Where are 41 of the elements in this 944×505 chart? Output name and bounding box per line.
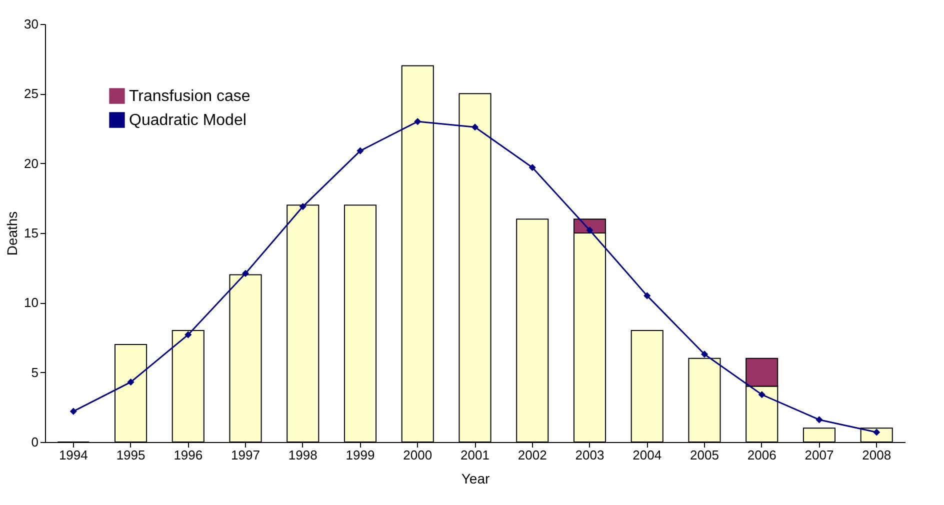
x-tick-label: 2007 — [804, 448, 834, 462]
point — [644, 292, 651, 300]
point — [471, 124, 479, 131]
x-tick-label: 1997 — [231, 448, 260, 462]
x-tick-label: 1995 — [116, 448, 146, 462]
point — [758, 391, 766, 398]
point — [816, 416, 823, 424]
point — [586, 226, 594, 234]
point — [242, 270, 250, 277]
x-tick-label: 2000 — [403, 448, 432, 462]
y-tick-label: 0 — [31, 434, 38, 450]
y-axis-title: Deaths — [4, 211, 20, 256]
y-tick-label: 10 — [24, 295, 38, 310]
point — [70, 408, 77, 415]
y-tick-label: 20 — [24, 156, 38, 171]
x-tick-label: 2005 — [690, 448, 719, 462]
x-tick-label: 2006 — [747, 448, 776, 462]
x-tick-label: 1998 — [288, 448, 318, 462]
legend-label: Quadratic Model — [129, 112, 246, 129]
x-tick-label: 2002 — [518, 448, 547, 462]
point — [873, 428, 880, 436]
point — [356, 147, 364, 154]
y-tick-label: 25 — [24, 86, 38, 102]
legend-label: Transfusion case — [129, 88, 250, 105]
y-tick-label: 30 — [24, 16, 38, 32]
point — [184, 331, 192, 338]
x-tick-label: 2004 — [632, 448, 662, 462]
x-tick-label: 1996 — [174, 448, 203, 462]
x-tick-label: 2003 — [575, 448, 604, 462]
x-tick-label: 2008 — [862, 448, 892, 462]
x-axis-title: Year — [461, 470, 490, 486]
x-tick-label: 1994 — [58, 448, 88, 462]
x-tick-label: 1999 — [346, 448, 375, 462]
x-tick-label: 2001 — [460, 448, 490, 462]
point — [700, 350, 708, 358]
point — [528, 164, 536, 172]
y-tick-label: 15 — [24, 226, 38, 240]
point — [127, 378, 134, 386]
point — [299, 202, 306, 210]
y-tick-label: 5 — [31, 364, 38, 380]
point — [414, 118, 422, 126]
